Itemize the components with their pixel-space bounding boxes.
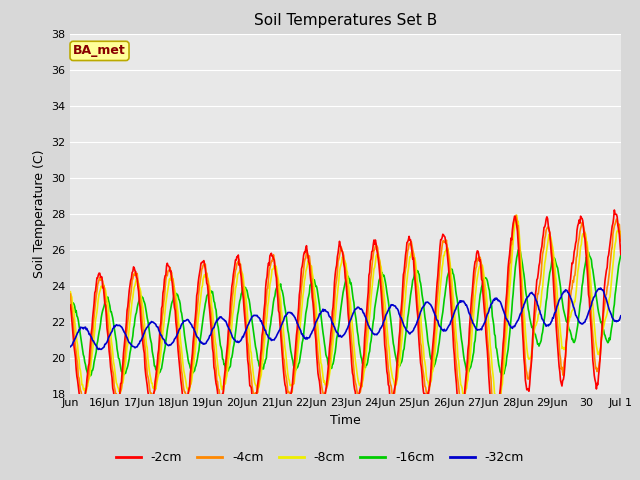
Title: Soil Temperatures Set B: Soil Temperatures Set B [254,13,437,28]
X-axis label: Time: Time [330,414,361,427]
Text: BA_met: BA_met [73,44,126,58]
Y-axis label: Soil Temperature (C): Soil Temperature (C) [33,149,45,278]
Legend: -2cm, -4cm, -8cm, -16cm, -32cm: -2cm, -4cm, -8cm, -16cm, -32cm [111,446,529,469]
